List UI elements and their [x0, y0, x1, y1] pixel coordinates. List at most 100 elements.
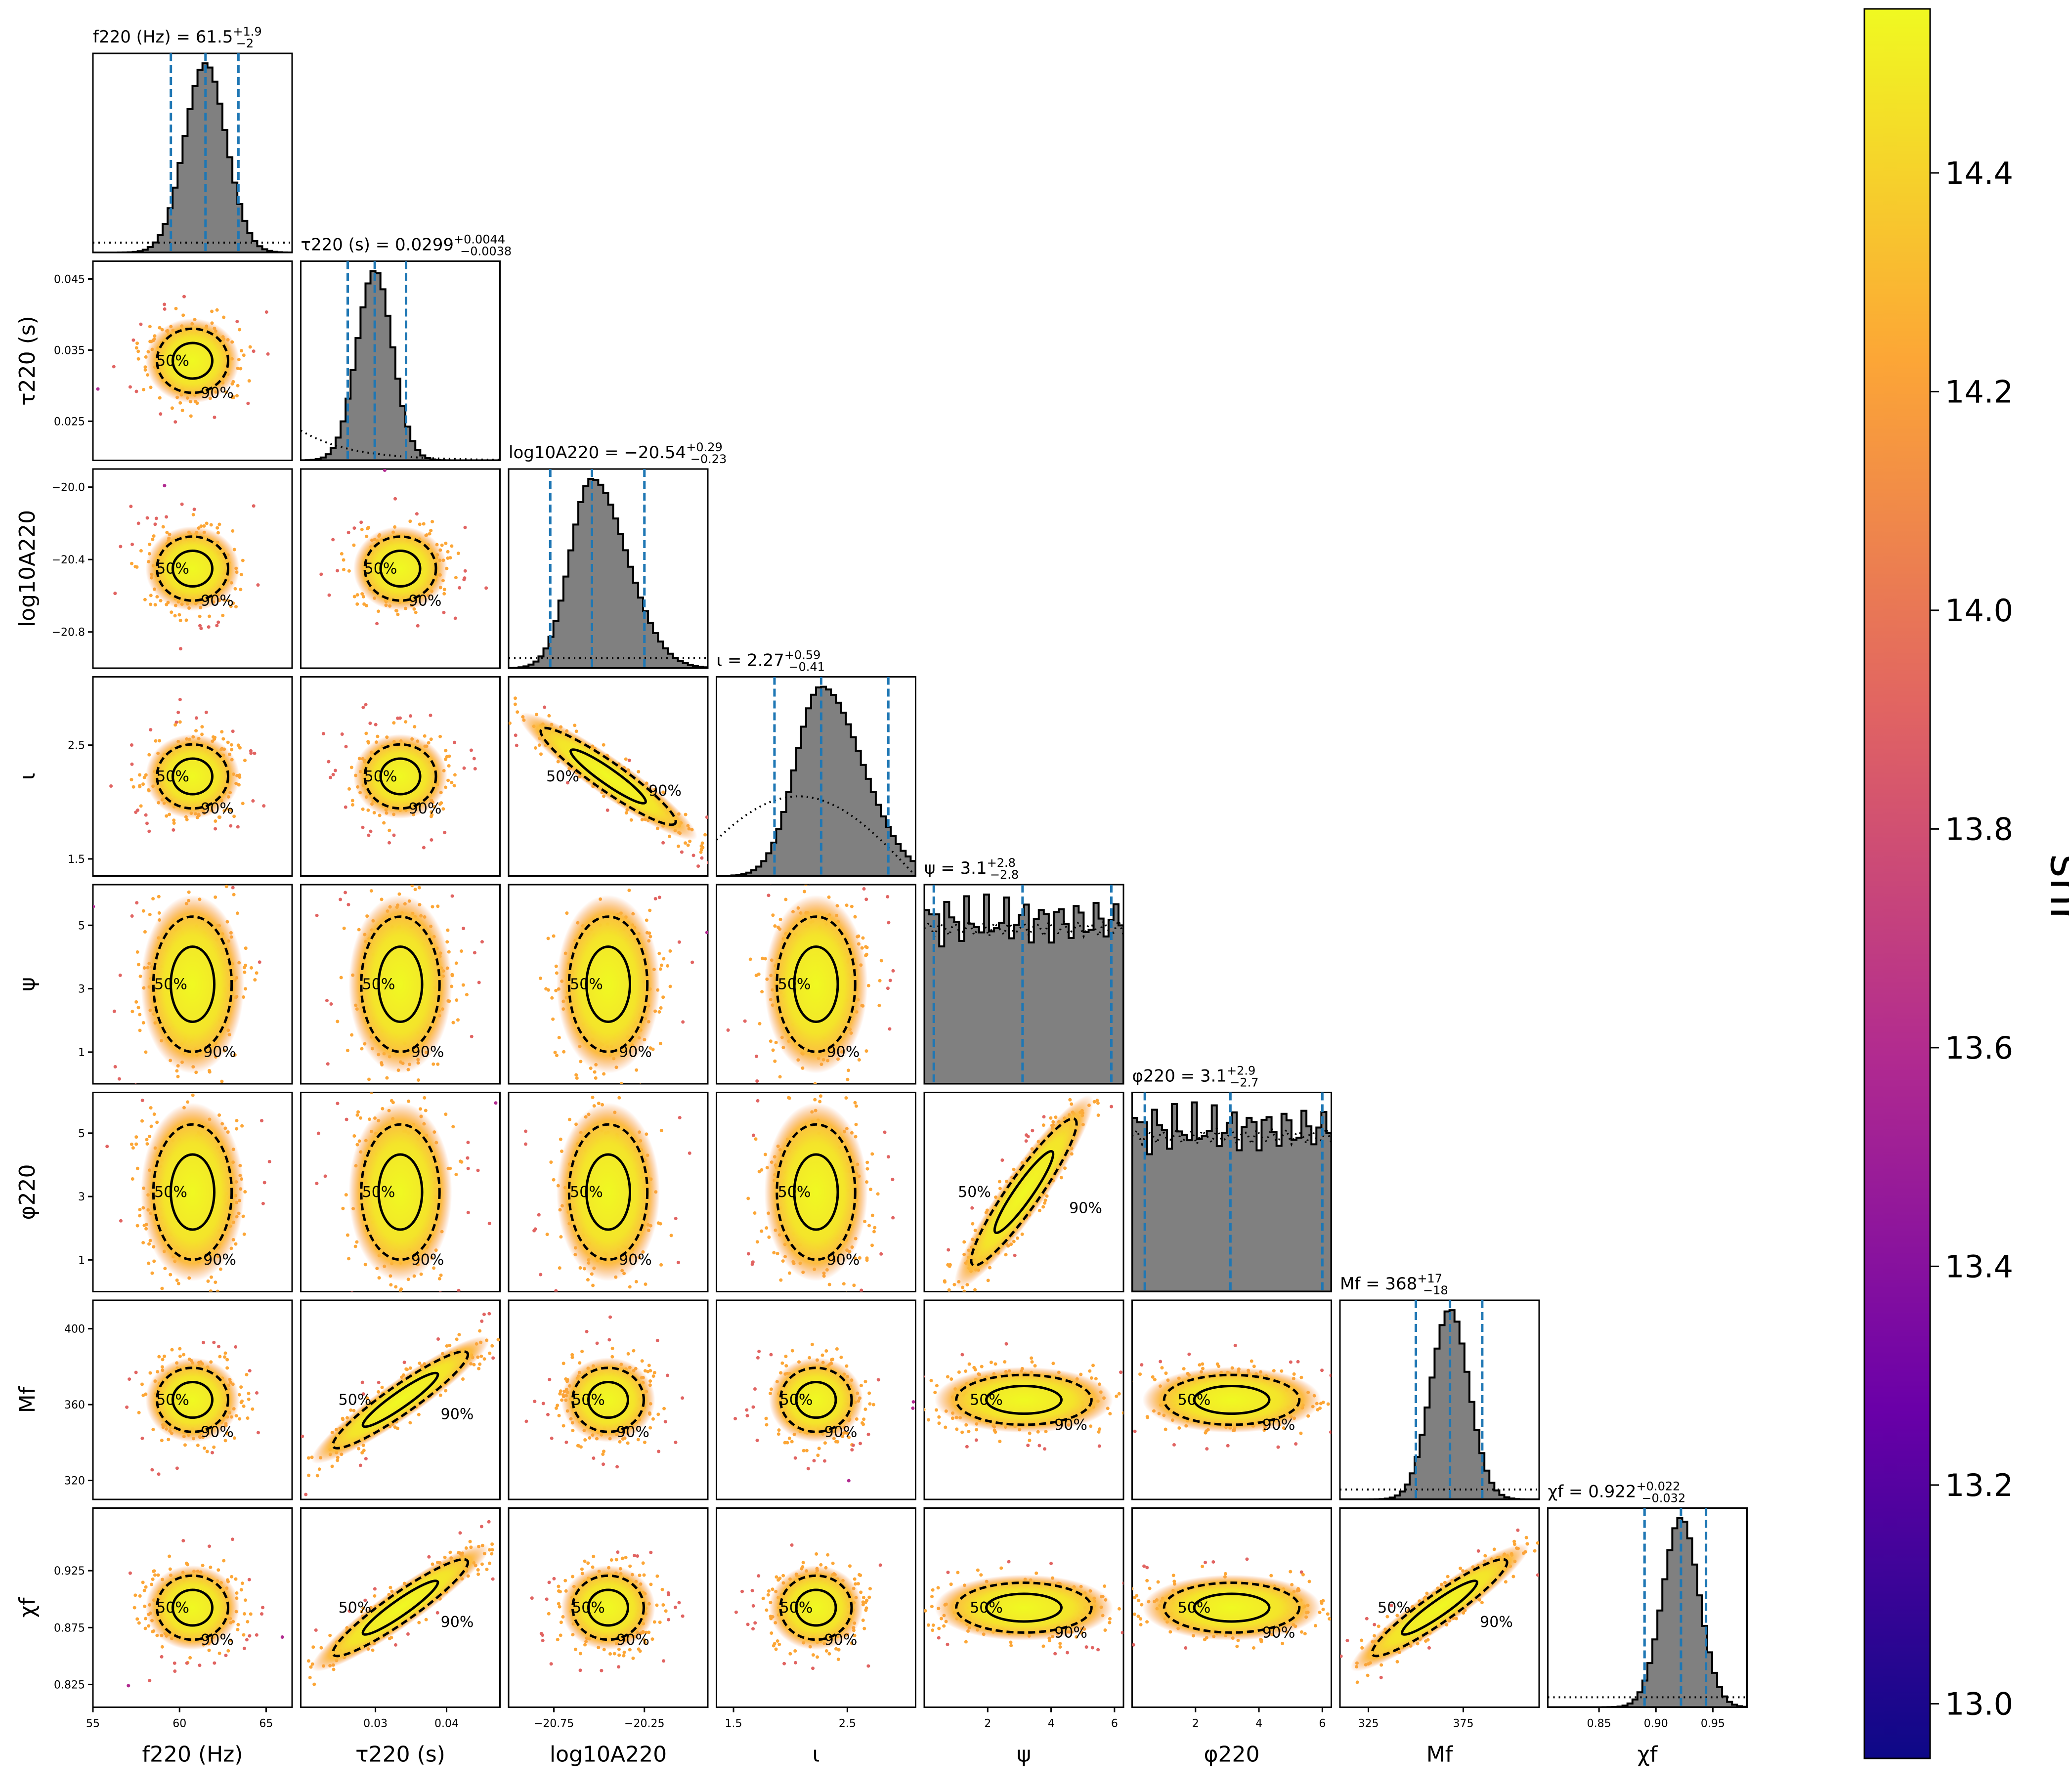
scatter-point [366, 808, 370, 812]
scatter-point [152, 1259, 156, 1263]
scatter-point [802, 1449, 806, 1452]
scatter-point [93, 904, 95, 908]
scatter-point [144, 1050, 148, 1054]
scatter-point [684, 812, 688, 816]
scatter-point [668, 834, 672, 838]
contour-label-90: 90% [1069, 1199, 1102, 1217]
scatter-point [624, 811, 628, 815]
scatter-point [344, 805, 347, 809]
scatter-point [863, 1380, 867, 1384]
scatter-point [466, 1156, 470, 1160]
scatter-point [415, 512, 419, 516]
scatter-point [473, 951, 476, 955]
scatter-point [877, 1004, 881, 1008]
scatter-point [239, 588, 243, 592]
scatter-point [971, 1222, 975, 1226]
scatter-point [543, 705, 547, 709]
scatter-point [225, 1366, 229, 1370]
contour-50 [993, 1150, 1055, 1235]
marginal-histogram [1132, 1101, 1332, 1292]
scatter-point [327, 760, 331, 764]
scatter-point [412, 1293, 416, 1297]
scatter-point [848, 1087, 852, 1091]
scatter-point [247, 1397, 251, 1401]
scatter-point [325, 999, 329, 1003]
scatter-point [138, 785, 142, 789]
scatter-point [238, 1417, 242, 1421]
scatter-point [537, 1213, 541, 1217]
contour-label-90: 90% [201, 384, 234, 402]
scatter-point [138, 773, 142, 777]
marginal-histogram [93, 62, 292, 253]
scatter-point [575, 1076, 579, 1080]
density-blob [764, 895, 868, 1073]
scatter-point [402, 1361, 406, 1365]
scatter-point [155, 1120, 159, 1124]
scatter-point [438, 734, 442, 738]
scatter-point [191, 512, 195, 516]
scatter-point [358, 1116, 362, 1120]
scatter-point [813, 1098, 817, 1102]
scatter-point [234, 1242, 238, 1246]
scatter-point [696, 864, 700, 868]
scatter-point [216, 620, 220, 624]
scatter-point [133, 565, 137, 569]
scatter-point [846, 1077, 850, 1081]
scatter-point [236, 825, 240, 829]
scatter-point [943, 1279, 947, 1283]
scatter-point [674, 1440, 678, 1444]
scatter-point [414, 610, 418, 614]
contour-50 [379, 757, 422, 796]
scatter-point [823, 1441, 827, 1445]
scatter-point [445, 1344, 449, 1348]
scatter-point [429, 713, 432, 717]
scatter-point [466, 1166, 470, 1170]
scatter-point [453, 773, 457, 777]
scatter-point [145, 1142, 149, 1146]
panel-phi220-vs-iota: 50%90% [716, 1087, 916, 1292]
contour-label-50: 50% [778, 1184, 811, 1201]
scatter-point [461, 983, 465, 987]
contour-label-50: 50% [156, 560, 189, 578]
scatter-point [551, 1017, 555, 1021]
scatter-point [430, 838, 433, 842]
scatter-point [375, 622, 379, 626]
scatter-point [388, 841, 391, 845]
scatter-point [248, 1369, 252, 1373]
scatter-point [112, 365, 116, 369]
scatter-point [255, 1391, 259, 1395]
scatter-point [487, 1222, 491, 1226]
scatter-point [255, 971, 259, 975]
scatter-point [850, 1448, 854, 1452]
scatter-point [205, 521, 209, 525]
scatter-point [756, 1099, 760, 1103]
scatter-point [771, 1048, 775, 1052]
scatter-point [148, 542, 152, 546]
scatter-point [845, 1364, 849, 1368]
scatter-point [139, 322, 143, 326]
contour-90 [571, 1366, 645, 1433]
scatter-point [138, 1013, 142, 1017]
scatter-point [602, 1450, 606, 1453]
scatter-point [1020, 1232, 1024, 1236]
scatter-point [962, 1240, 966, 1244]
scatter-point [191, 1093, 195, 1097]
scatter-point [178, 618, 182, 622]
scatter-point [594, 1076, 598, 1080]
contour-label-90: 90% [616, 1423, 649, 1441]
scatter-point [686, 843, 690, 847]
scatter-point [1013, 1253, 1017, 1257]
scatter-point [134, 1083, 137, 1084]
scatter-point [754, 1137, 758, 1141]
scatter-point [1054, 1115, 1058, 1119]
scatter-point [546, 1412, 550, 1416]
scatter-point [690, 960, 694, 964]
scatter-point [947, 1288, 951, 1292]
scatter-point [231, 729, 235, 733]
scatter-point [231, 601, 235, 605]
scatter-point [165, 814, 169, 818]
scatter-point [131, 338, 135, 342]
scatter-point [315, 913, 319, 917]
scatter-point [851, 1443, 855, 1447]
